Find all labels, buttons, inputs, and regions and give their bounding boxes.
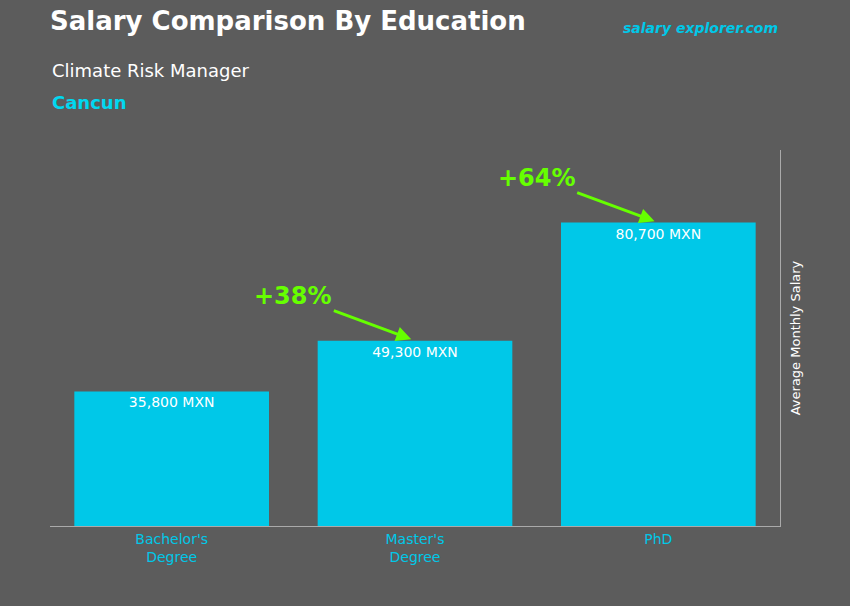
svg-text:Cancun: Cancun — [52, 92, 126, 113]
svg-text:Master'sDegree: Master'sDegree — [386, 531, 445, 565]
svg-text:49,300 MXN: 49,300 MXN — [372, 344, 458, 360]
svg-text:35,800 MXN: 35,800 MXN — [129, 394, 215, 410]
svg-text:+64%: +64% — [498, 164, 576, 192]
svg-text:Salary Comparison By Education: Salary Comparison By Education — [50, 6, 526, 36]
svg-text:Climate Risk Manager: Climate Risk Manager — [52, 60, 250, 81]
svg-text:80,700 MXN: 80,700 MXN — [616, 226, 702, 242]
svg-text:Average Monthly Salary: Average Monthly Salary — [788, 260, 803, 415]
svg-text:salary explorer.com: salary explorer.com — [623, 20, 778, 36]
svg-text:Bachelor'sDegree: Bachelor'sDegree — [135, 531, 208, 565]
svg-text:PhD: PhD — [644, 531, 672, 547]
svg-text:+38%: +38% — [254, 282, 332, 310]
